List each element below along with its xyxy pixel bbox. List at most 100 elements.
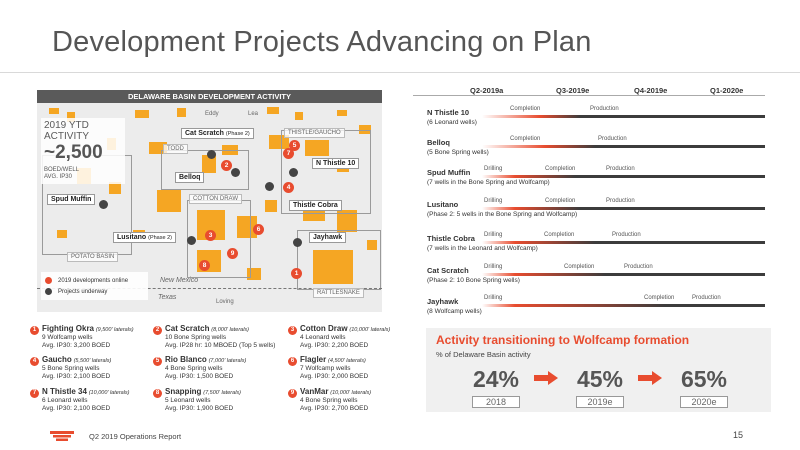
acreage-block — [367, 240, 377, 250]
acreage-block — [157, 190, 181, 212]
project-item: 5 Rio Blanco (7,000' laterals) 4 Bone Spri… — [153, 356, 246, 381]
page-title: Development Projects Advancing on Plan — [52, 26, 592, 58]
timeline-phase-label: Production — [692, 295, 721, 301]
wolfcamp-year-2018: 2018 — [472, 396, 520, 408]
ytd-unit: BOED/WELL — [44, 167, 80, 173]
timeline-project-name: Cat Scratch — [427, 266, 469, 275]
acreage-block — [67, 112, 75, 122]
project-number-badge: 2 — [153, 326, 162, 335]
timeline-bar — [482, 273, 765, 276]
project-number-badge: 9 — [288, 389, 297, 398]
area-label-thistle-gaucho: THISTLE/GAUCHO — [284, 128, 345, 138]
footer-text: Q2 2019 Operations Report — [89, 432, 182, 441]
project-item: 6 Flagler (4,500' laterals) 7 Wolfcamp wel… — [288, 356, 368, 381]
project-wells: 7 Wolfcamp wells — [300, 365, 351, 372]
timeline-project-name: Thistle Cobra — [427, 234, 475, 243]
project-number-badge: 7 — [30, 389, 39, 398]
arrow-right-icon — [534, 371, 558, 385]
project-item: 3 Cotton Draw (10,000' laterals) 4 Leonard… — [288, 325, 390, 350]
project-detail: (10,000' laterals) — [349, 327, 391, 333]
timeline-project-name: Belloq — [427, 138, 450, 147]
arrow-right-icon — [638, 371, 662, 385]
timeline-bar — [482, 175, 765, 178]
acreage-block — [265, 200, 277, 212]
project-name: Fighting Okra — [42, 324, 94, 333]
ytd-activity-box: 2019 YTD ACTIVITY ~2,500 BOED/WELL AVG. I… — [41, 118, 125, 184]
project-number-badge: 8 — [153, 389, 162, 398]
underway-dot — [99, 200, 108, 209]
timeline-project-name: Lusitano — [427, 200, 459, 209]
acreage-block — [295, 112, 303, 120]
timeline-phase-label: Completion — [644, 295, 675, 301]
acreage-block — [177, 108, 186, 117]
area-label-rattlesnake: RATTLESNAKE — [313, 288, 364, 298]
project-detail: (7,000' laterals) — [208, 358, 247, 364]
page-number: 15 — [733, 430, 744, 440]
timeline-phase-label: Drilling — [484, 264, 503, 270]
quarter-header: Q1-2020e — [710, 86, 744, 95]
map-tag-jayhawk: Jayhawk — [309, 232, 347, 243]
timeline-phase-label: Production — [598, 136, 627, 142]
project-wells: 4 Leonard wells — [300, 334, 346, 341]
timeline-phase-label: Production — [612, 232, 641, 238]
project-ip: Avg. IP30: 2,700 BOED — [300, 405, 369, 412]
quarter-header: Q4-2019e — [634, 86, 668, 95]
timeline-phase-label: Completion — [510, 106, 541, 112]
underway-dot — [289, 168, 298, 177]
timeline-phase-label: Drilling — [484, 295, 503, 301]
wolfcamp-subtitle: % of Delaware Basin activity — [436, 350, 531, 359]
timeline-bar — [482, 207, 765, 210]
acreage-block — [313, 250, 353, 284]
underway-dot — [265, 182, 274, 191]
project-number-badge: 6 — [288, 357, 297, 366]
timeline-phase-label: Completion — [545, 198, 576, 204]
project-wells: 4 Bone Spring wells — [165, 365, 223, 372]
map-panel: DELAWARE BASIN DEVELOPMENT ACTIVITY 2019… — [37, 90, 382, 312]
timeline-bar — [482, 304, 765, 307]
wolfcamp-title: Activity transitioning to Wolfcamp forma… — [436, 333, 690, 347]
map-header: DELAWARE BASIN DEVELOPMENT ACTIVITY — [37, 90, 382, 103]
ytd-value: ~2,500 — [44, 142, 103, 163]
underway-dot — [231, 168, 240, 177]
timeline-project-wells: (7 wells in the Bone Spring and Wolfcamp… — [427, 179, 550, 186]
project-wells: 6 Leonard wells — [42, 397, 88, 404]
map-tag-thistle-cobra: Thistle Cobra — [289, 200, 342, 211]
state-line — [37, 288, 382, 289]
map-marker-9: 9 — [227, 248, 238, 259]
map-marker-2: 2 — [221, 160, 232, 171]
timeline-project-wells: (5 Bone Spring wells) — [427, 149, 489, 156]
acreage-block — [49, 108, 59, 114]
acreage-block — [135, 110, 149, 118]
underway-dot — [187, 236, 196, 245]
map-marker-6: 6 — [253, 224, 264, 235]
underway-dot — [293, 238, 302, 247]
area-label-new-mexico: New Mexico — [160, 277, 199, 284]
quarter-header: Q2-2019a — [470, 86, 504, 95]
acreage-block — [269, 135, 289, 149]
timeline-project-wells: (6 Leonard wells) — [427, 119, 477, 126]
area-label-texas: Texas — [158, 294, 177, 301]
timeline-phase-label: Drilling — [484, 232, 503, 238]
wolfcamp-pct-2018: 24% — [472, 366, 520, 392]
todd-outline — [161, 150, 249, 190]
acreage-block — [237, 216, 257, 238]
underway-dot — [207, 150, 216, 159]
timeline-phase-label: Production — [606, 198, 635, 204]
timeline-phase-label: Completion — [564, 264, 595, 270]
map-marker-3: 3 — [205, 230, 216, 241]
project-item: 8 Snapping (7,500' laterals) 5 Leonard wel… — [153, 388, 241, 413]
acreage-block — [202, 155, 216, 173]
map-tag-cat-scratch: Cat Scratch (Phase 2) — [181, 128, 254, 139]
project-ip: Avg. IP30: 2,000 BOED — [300, 373, 369, 380]
cotton-draw-outline — [187, 200, 251, 278]
project-name: Rio Blanco — [165, 355, 207, 364]
project-detail: (5,500' laterals) — [73, 358, 112, 364]
legend-online: 2019 developments online — [45, 275, 144, 286]
acreage-block — [267, 107, 279, 114]
timeline-phase-label: Completion — [544, 232, 575, 238]
acreage-block — [337, 110, 347, 116]
timeline-project-wells: (Phase 2: 10 Bone Spring wells) — [427, 277, 520, 284]
project-name: Cat Scratch — [165, 324, 210, 333]
project-wells: 5 Bone Spring wells — [42, 365, 100, 372]
